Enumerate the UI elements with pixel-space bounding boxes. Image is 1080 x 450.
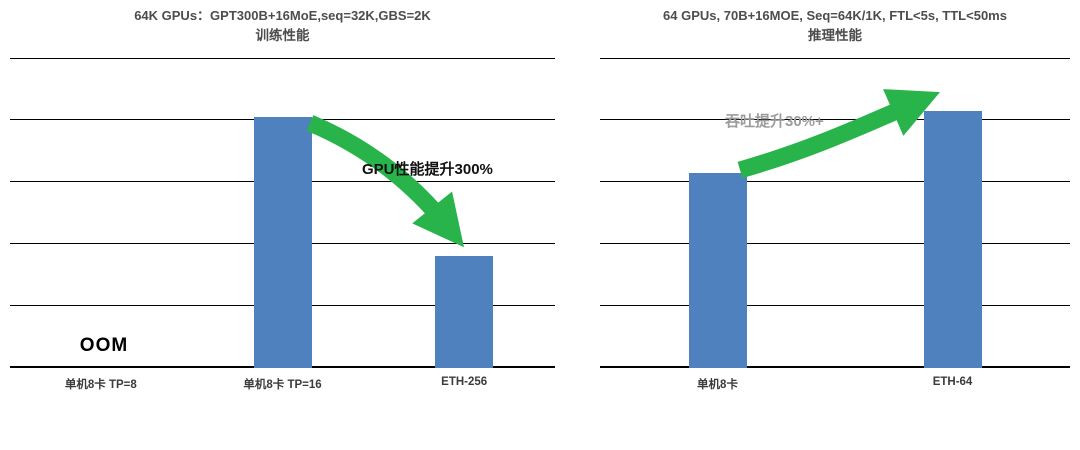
- x-axis-label: ETH-256: [441, 376, 488, 388]
- arrow-annotation: GPU性能提升300%: [362, 161, 493, 178]
- chart-subtitle: 训练性能: [255, 28, 310, 44]
- chart-title: 64K GPUs：GPT300B+16MoE,seq=32K,GBS=2K: [134, 8, 431, 23]
- x-axis-label: ETH-64: [932, 376, 973, 388]
- chart-subtitle: 推理性能: [808, 28, 862, 44]
- gridline: [600, 58, 1070, 59]
- gridline: [10, 58, 555, 59]
- gridline: [600, 366, 1070, 368]
- bar: [688, 172, 747, 368]
- chart-title: 64 GPUs, 70B+16MOE, Seq=64K/1K, FTL<5s, …: [663, 8, 1007, 23]
- x-axis-label: 单机8卡 TP=8: [64, 379, 137, 391]
- chart-title-block: 64 GPUs, 70B+16MOE, Seq=64K/1K, FTL<5s, …: [600, 6, 1070, 50]
- plot-area: GPU性能提升300% OOM: [10, 58, 555, 368]
- arrow-annotation: 吞吐提升30%+: [725, 113, 824, 130]
- training-performance-chart: 64K GPUs：GPT300B+16MoE,seq=32K,GBS=2K 训练…: [10, 6, 555, 392]
- bar: [253, 116, 312, 368]
- x-axis-label: 单机8卡: [697, 379, 738, 391]
- gridline: [600, 305, 1070, 306]
- inference-performance-chart: 64 GPUs, 70B+16MOE, Seq=64K/1K, FTL<5s, …: [600, 6, 1070, 392]
- bar: [923, 110, 982, 368]
- x-axis-labels: 单机8卡 TP=8 单机8卡 TP=16 ETH-256: [10, 376, 555, 392]
- gridline: [600, 181, 1070, 182]
- x-axis-labels: 单机8卡 ETH-64: [600, 376, 1070, 392]
- gridline: [600, 243, 1070, 244]
- oom-label: OOM: [62, 330, 146, 362]
- x-axis-label: 单机8卡 TP=16: [243, 379, 322, 391]
- bar: [435, 256, 494, 368]
- increase-arrow-icon: [737, 89, 940, 179]
- plot-area: 吞吐提升30%+: [600, 58, 1070, 368]
- gridline: [600, 119, 1070, 120]
- chart-title-block: 64K GPUs：GPT300B+16MoE,seq=32K,GBS=2K 训练…: [10, 6, 555, 50]
